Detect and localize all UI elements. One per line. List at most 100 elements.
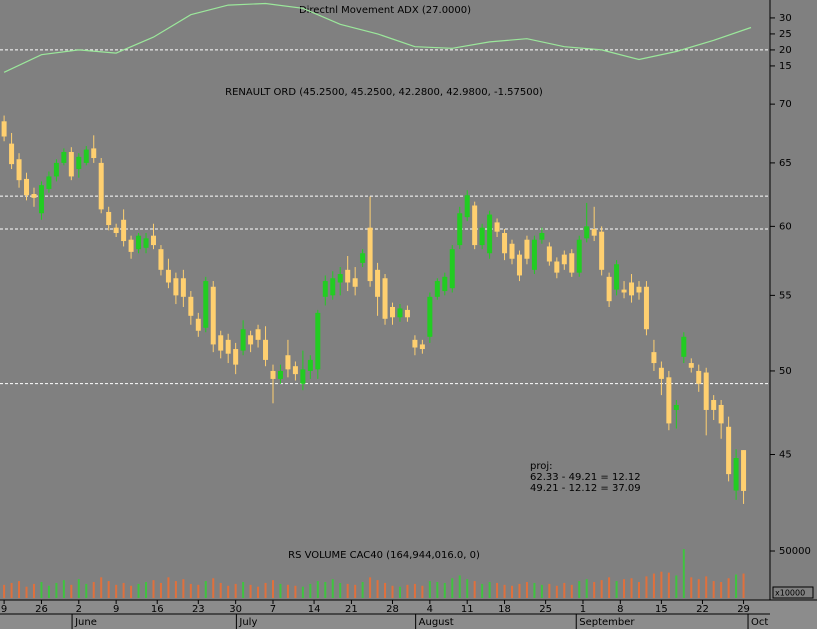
candle-body	[195, 318, 201, 331]
x-tick-label: 2	[76, 604, 82, 615]
candle-body	[666, 377, 672, 424]
y-tick-label: 30	[779, 13, 792, 24]
candle-body	[68, 151, 74, 177]
candle-body	[255, 329, 261, 340]
volume-bar	[630, 578, 633, 598]
volume-bar	[182, 579, 185, 598]
volume-bar	[458, 575, 461, 598]
volume-bar	[249, 584, 252, 598]
x-tick-label: 23	[192, 604, 205, 615]
candle-body	[322, 281, 328, 297]
volume-bar	[122, 582, 125, 598]
candle-body	[173, 278, 179, 296]
candle-body	[404, 309, 410, 318]
candle-body	[337, 274, 343, 283]
volume-bar	[391, 585, 394, 598]
month-label: July	[238, 617, 257, 628]
candle-body	[307, 359, 313, 371]
candle-body	[569, 253, 575, 273]
x-tick-label: 26	[35, 604, 48, 615]
candle-body	[233, 349, 239, 365]
candle-body	[643, 286, 649, 330]
volume-bar	[204, 581, 207, 598]
volume-bar	[130, 585, 133, 598]
x-tick-label: 16	[151, 604, 164, 615]
volume-bar	[548, 583, 551, 598]
x-tick-label: 22	[696, 604, 709, 615]
candle-body	[696, 370, 702, 384]
candle-body	[599, 231, 605, 270]
volume-bar	[466, 579, 469, 598]
month-label: June	[74, 617, 97, 628]
candle-body	[53, 162, 59, 177]
candle-body	[479, 227, 485, 246]
volume-bar	[25, 586, 28, 598]
volume-bar	[436, 582, 439, 598]
volume-bar	[3, 584, 6, 598]
volume-bar	[369, 577, 372, 598]
volume-bar	[637, 582, 640, 598]
x-tick-label: 9	[1, 604, 7, 615]
candle-body	[113, 227, 119, 234]
candle-body	[658, 367, 664, 379]
volume-bar	[294, 585, 297, 598]
candle-body	[427, 296, 433, 337]
volume-bar	[518, 583, 521, 598]
y-tick-label: 55	[779, 290, 792, 301]
candle-body	[76, 156, 82, 170]
candle-body	[315, 312, 321, 370]
volume-bar	[197, 584, 200, 598]
candle-body	[539, 233, 545, 240]
candle-body	[143, 238, 149, 248]
volume-bar	[227, 585, 230, 598]
volume-bar	[324, 582, 327, 598]
projection-note: 62.33 - 49.21 = 12.12	[530, 472, 641, 483]
volume-bar	[735, 574, 738, 598]
volume-bar	[137, 583, 140, 598]
adx-title: Directnl Movement ADX (27.0000)	[299, 5, 471, 16]
candle-body	[502, 233, 508, 254]
volume-bar	[690, 577, 693, 598]
volume-bar	[174, 581, 177, 598]
candle-body	[218, 335, 224, 351]
x-tick-label: 21	[345, 604, 358, 615]
y-tick-label: 25	[779, 29, 792, 40]
x-tick-label: 29	[737, 604, 750, 615]
volume-bar	[115, 584, 118, 598]
volume-bar	[421, 585, 424, 598]
candle-body	[352, 278, 358, 287]
volume-bar	[623, 579, 626, 598]
candle-body	[300, 369, 306, 384]
candle-body	[703, 372, 709, 410]
candle-body	[136, 235, 142, 250]
candle-body	[741, 450, 747, 491]
volume-bar	[473, 581, 476, 598]
volume-bar	[55, 582, 58, 598]
candle-body	[285, 355, 291, 370]
volume-bar	[712, 581, 715, 598]
volume-bar	[682, 549, 685, 598]
month-label: September	[579, 617, 635, 628]
adx-line	[3, 2, 752, 73]
candle-body	[83, 149, 89, 163]
candle-body	[464, 195, 470, 218]
y-tick-label: 20	[779, 45, 792, 56]
volume-bar	[354, 584, 357, 598]
candle-body	[673, 404, 679, 410]
volume-bar	[593, 582, 596, 598]
volume-bar	[92, 582, 95, 598]
candle-body	[9, 143, 15, 165]
volume-bar	[660, 571, 663, 598]
volume-bar	[32, 583, 35, 598]
volume-title: RS VOLUME CAC40 (164,944,016.0, 0)	[288, 550, 480, 561]
volume-bar	[47, 585, 50, 598]
candle-body	[91, 148, 97, 159]
candle-body	[584, 226, 590, 239]
volume-bar	[264, 582, 267, 598]
y-tick-label: 50000	[779, 546, 811, 557]
candle-body	[733, 458, 739, 491]
volume-bar	[219, 582, 222, 598]
candle-body	[509, 243, 515, 259]
volume-bar	[570, 584, 573, 598]
volume-bar	[271, 580, 274, 598]
